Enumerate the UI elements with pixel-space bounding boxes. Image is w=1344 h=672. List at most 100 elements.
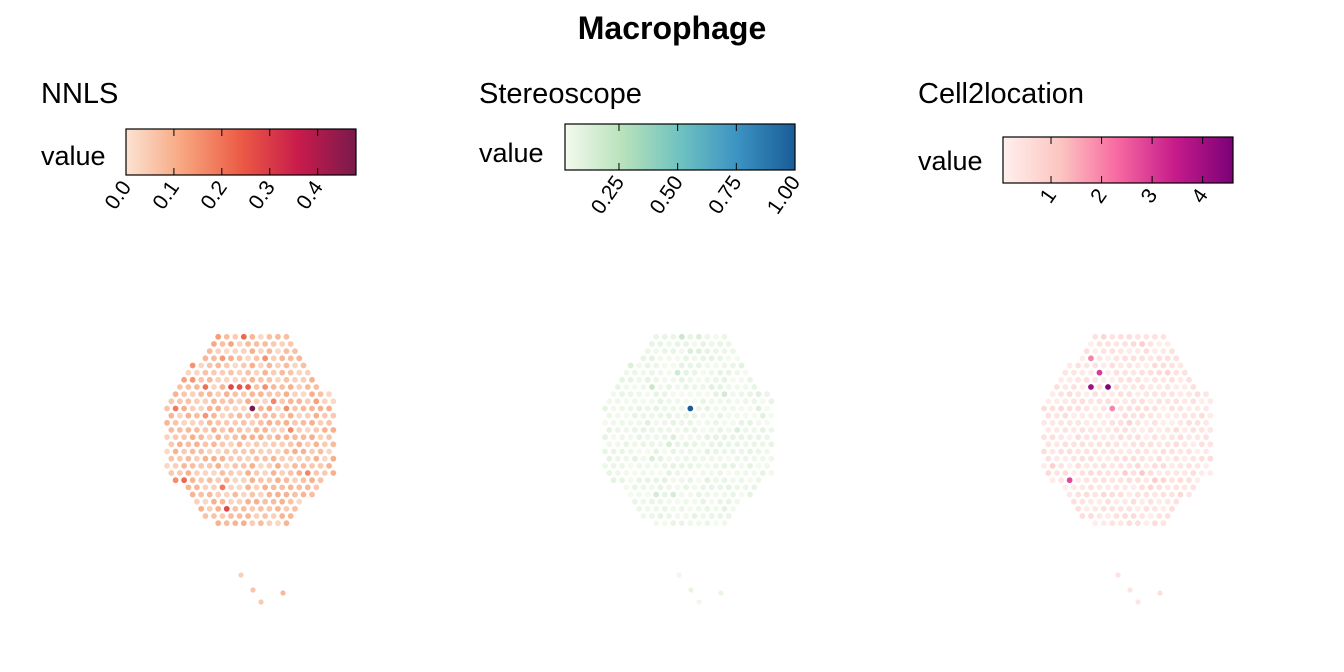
- spot: [232, 505, 239, 512]
- spot: [206, 448, 213, 455]
- spot: [606, 427, 613, 433]
- spot: [296, 384, 303, 390]
- spot: [721, 419, 728, 426]
- spot: [1194, 419, 1201, 426]
- tick-label: 0.25: [587, 172, 629, 219]
- spot: [1186, 477, 1192, 484]
- spot: [1117, 348, 1124, 355]
- spot: [1088, 384, 1094, 390]
- spot: [1053, 427, 1060, 433]
- spot: [240, 405, 247, 412]
- spot: [253, 398, 260, 405]
- spot: [1143, 405, 1150, 412]
- spot: [636, 391, 643, 398]
- spot: [670, 448, 677, 455]
- spot: [674, 455, 681, 462]
- spot: [730, 405, 736, 412]
- spot: [631, 441, 638, 448]
- spot: [1075, 448, 1082, 455]
- spot: [185, 484, 192, 491]
- spot: [1139, 355, 1146, 362]
- spot: [1100, 491, 1107, 498]
- spot: [1177, 405, 1184, 412]
- spot: [1122, 355, 1128, 362]
- spot: [1109, 348, 1116, 355]
- spot: [181, 376, 188, 383]
- spot: [193, 498, 200, 505]
- spot: [266, 405, 273, 412]
- spot: [683, 398, 689, 405]
- spot: [1173, 470, 1180, 476]
- spot: [1062, 369, 1069, 376]
- spot: [189, 362, 196, 369]
- spot: [326, 434, 332, 441]
- spot: [636, 434, 643, 441]
- spot: [198, 462, 205, 469]
- spot: [661, 505, 668, 512]
- spot: [228, 484, 234, 491]
- spot: [1147, 384, 1154, 390]
- spot: [614, 470, 621, 476]
- spot: [223, 348, 230, 355]
- spot: [1126, 462, 1133, 469]
- spot: [661, 477, 668, 484]
- spot: [292, 376, 298, 383]
- spot: [713, 434, 719, 441]
- spot: [249, 462, 256, 469]
- spot: [717, 341, 724, 347]
- spot: [657, 427, 664, 433]
- spot: [657, 384, 664, 390]
- spot: [734, 441, 741, 448]
- spot: [713, 391, 719, 398]
- spot: [198, 505, 205, 512]
- spot: [304, 412, 311, 419]
- spot: [1169, 434, 1175, 441]
- spot: [219, 498, 226, 505]
- spot: [666, 341, 672, 347]
- spot: [614, 427, 621, 433]
- spot: [759, 427, 766, 433]
- spot: [683, 513, 689, 519]
- spot: [1070, 470, 1077, 476]
- spot: [708, 355, 715, 362]
- spot: [1113, 341, 1120, 347]
- spot: [270, 484, 277, 491]
- tick-label: 0.3: [244, 177, 280, 214]
- spot: [1117, 520, 1124, 527]
- spot: [1088, 369, 1094, 376]
- spot: [300, 362, 307, 369]
- spot: [1058, 448, 1065, 455]
- spot: [309, 462, 315, 469]
- spot: [249, 348, 256, 355]
- spot: [1147, 455, 1154, 462]
- spot: [687, 520, 694, 527]
- spot: [636, 505, 643, 512]
- spot: [266, 333, 273, 340]
- spot: [717, 355, 724, 362]
- spot: [181, 462, 188, 469]
- spot: [279, 498, 286, 505]
- spot: [678, 376, 685, 383]
- spot: [1139, 513, 1146, 519]
- spot: [1152, 419, 1158, 426]
- spot: [1115, 572, 1121, 578]
- spot: [1156, 412, 1163, 419]
- spot: [1139, 384, 1146, 390]
- spot: [717, 470, 724, 476]
- spot: [683, 441, 689, 448]
- spot: [223, 448, 230, 455]
- spot: [1122, 498, 1128, 505]
- spot: [1079, 427, 1086, 433]
- spot: [670, 434, 677, 441]
- spot: [725, 355, 732, 362]
- spot: [275, 391, 281, 398]
- spot: [768, 470, 775, 476]
- spot: [649, 427, 655, 433]
- spot: [725, 369, 732, 376]
- spot: [1096, 398, 1103, 405]
- spot: [1122, 369, 1128, 376]
- spot: [1070, 441, 1077, 448]
- spot: [300, 391, 307, 398]
- spot: [236, 498, 243, 505]
- spot: [223, 362, 230, 369]
